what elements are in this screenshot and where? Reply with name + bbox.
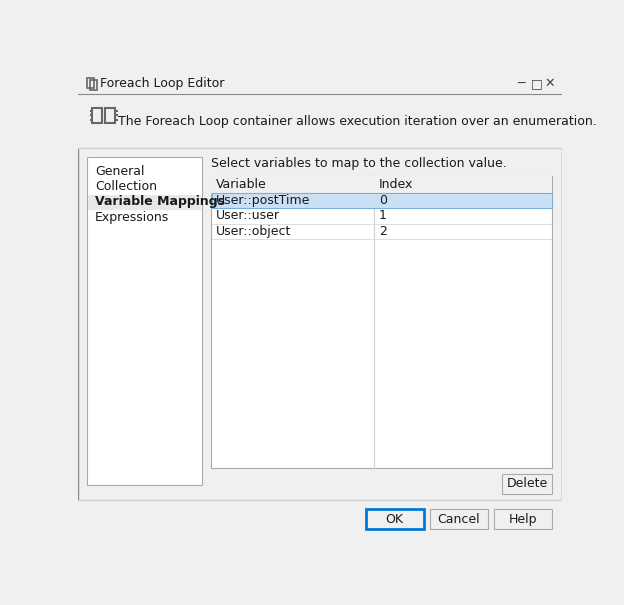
Bar bbox=[430, 509, 488, 529]
Bar bbox=[366, 509, 424, 529]
Bar bbox=[90, 110, 92, 112]
Bar bbox=[90, 79, 97, 90]
Text: 1: 1 bbox=[379, 209, 387, 222]
Bar bbox=[502, 474, 552, 494]
Bar bbox=[212, 176, 552, 468]
Text: Expressions: Expressions bbox=[95, 211, 169, 224]
Bar bbox=[105, 108, 115, 123]
Bar bbox=[78, 500, 562, 538]
Text: □: □ bbox=[531, 77, 543, 90]
Bar bbox=[78, 94, 562, 148]
Text: User::object: User::object bbox=[216, 224, 291, 238]
Text: Cancel: Cancel bbox=[437, 512, 480, 526]
Bar bbox=[90, 114, 92, 117]
Text: Variable: Variable bbox=[216, 178, 266, 191]
Text: ─: ─ bbox=[517, 77, 525, 90]
Text: ✕: ✕ bbox=[545, 77, 555, 90]
Text: Collection: Collection bbox=[95, 180, 157, 193]
Text: User::postTime: User::postTime bbox=[216, 194, 310, 207]
Text: Delete: Delete bbox=[507, 477, 548, 490]
Bar bbox=[87, 78, 94, 88]
Text: Select variables to map to the collection value.: Select variables to map to the collectio… bbox=[212, 157, 507, 170]
Text: Variable Mappings: Variable Mappings bbox=[95, 195, 225, 209]
Text: General: General bbox=[95, 165, 145, 178]
Text: Help: Help bbox=[509, 512, 537, 526]
Text: Index: Index bbox=[379, 178, 413, 191]
Bar bbox=[212, 176, 552, 193]
Text: 0: 0 bbox=[379, 194, 387, 207]
Bar bbox=[115, 110, 117, 112]
Bar bbox=[78, 73, 562, 94]
Text: User::user: User::user bbox=[216, 209, 280, 222]
Bar bbox=[115, 114, 117, 117]
Bar bbox=[90, 119, 92, 121]
Bar bbox=[87, 157, 202, 485]
Text: Foreach Loop Editor: Foreach Loop Editor bbox=[100, 77, 224, 90]
Bar bbox=[212, 193, 552, 208]
Bar bbox=[92, 108, 102, 123]
Text: OK: OK bbox=[386, 512, 404, 526]
Text: 2: 2 bbox=[379, 224, 387, 238]
Bar bbox=[115, 119, 117, 121]
Bar bbox=[88, 195, 201, 211]
Text: The Foreach Loop container allows execution iteration over an enumeration.: The Foreach Loop container allows execut… bbox=[119, 114, 597, 128]
Bar bbox=[494, 509, 552, 529]
